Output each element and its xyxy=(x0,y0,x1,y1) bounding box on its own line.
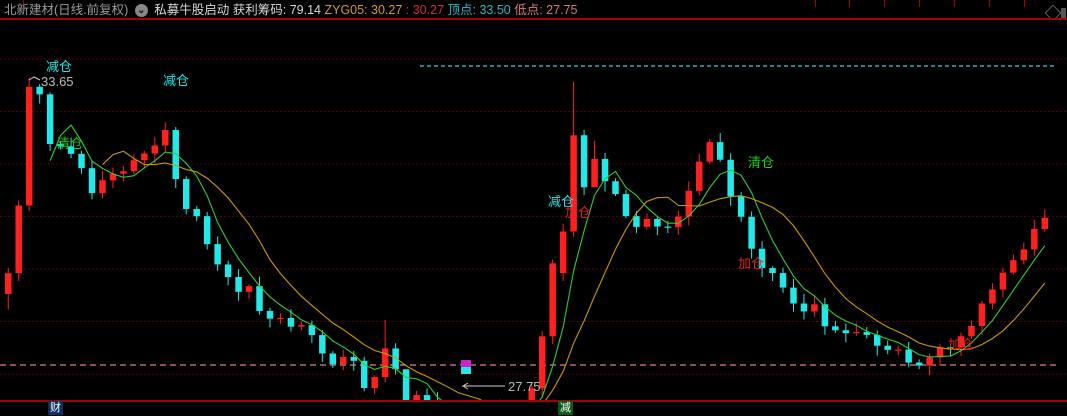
svg-text:加仓: 加仓 xyxy=(738,256,764,271)
svg-text:减仓: 减仓 xyxy=(163,73,189,88)
svg-text:加仓: 加仓 xyxy=(948,337,974,352)
svg-text:清仓: 清仓 xyxy=(57,136,83,151)
svg-text:33.65: 33.65 xyxy=(41,74,74,89)
svg-text:减仓: 减仓 xyxy=(46,59,72,74)
svg-text:加仓: 加仓 xyxy=(565,205,591,220)
svg-text:清仓: 清仓 xyxy=(748,155,774,170)
svg-text:27.75: 27.75 xyxy=(508,379,541,394)
